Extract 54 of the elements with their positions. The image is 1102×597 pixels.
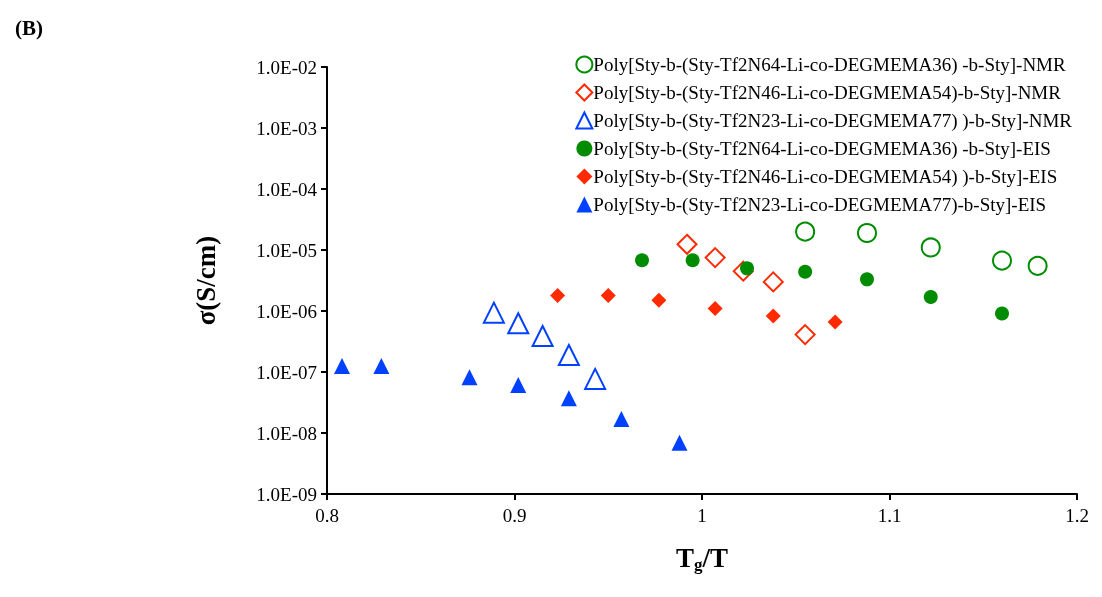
point (635, 253, 649, 268)
y-tick-label: 1.0E-09 (256, 483, 317, 505)
point (992, 250, 1012, 271)
y-tick-label: 1.0E-04 (256, 178, 318, 200)
y-tick-label: 1.0E-06 (256, 300, 317, 322)
point (373, 357, 390, 374)
point (827, 314, 843, 330)
point (704, 247, 726, 269)
point (531, 324, 554, 347)
legend-label: Poly[Sty-b-(Sty-Tf2N23-Li-co-DEGMEMA77) )-b-Sty]-NMR (593, 110, 1073, 132)
point (550, 287, 566, 303)
legend-label: Poly[Sty-b-(Sty-Tf2N23-Li-co-DEGMEMA77)-b-Sty]-EIS (593, 194, 1047, 216)
y-tick-label: 1.0E-07 (256, 361, 317, 383)
x-tick-label: 0.9 (502, 505, 527, 526)
point (995, 306, 1009, 321)
point (613, 410, 630, 427)
point (707, 300, 723, 316)
y-tick-label: 1.0E-03 (256, 117, 317, 139)
point (923, 289, 938, 304)
point (557, 344, 580, 366)
point (676, 233, 698, 255)
legend-label: Poly[Sty-b-(Sty-Tf2N64-Li-co-DEGMEMA36) -b-Sty]-NMR (593, 54, 1066, 76)
point (507, 312, 530, 335)
point (794, 324, 816, 346)
legend-label: Poly[Sty-b-(Sty-Tf2N46-Li-co-DEGMEMA54)-b-Sty]-NMR (593, 82, 1062, 104)
y-tick-label: 1.0E-08 (256, 422, 317, 444)
x-tick-label: 1.1 (877, 505, 902, 526)
point (857, 223, 877, 243)
point (1027, 255, 1048, 276)
x-tick-label: 1 (697, 505, 707, 526)
point (795, 221, 816, 242)
x-tick-label: 0.8 (315, 505, 339, 526)
legend-label: Poly[Sty-b-(Sty-Tf2N64-Li-co-DEGMEMA36) -b-Sty]-EIS (593, 138, 1051, 160)
point (765, 308, 781, 324)
y-tick-label: 1.0E-05 (256, 239, 317, 261)
point (860, 272, 874, 287)
y-axis-title: σ(S/cm) (190, 235, 221, 326)
point (685, 253, 700, 268)
point (798, 264, 813, 279)
point (600, 287, 616, 303)
point (334, 357, 350, 374)
point (584, 367, 607, 390)
legend-label: Poly[Sty-b-(Sty-Tf2N46-Li-co-DEGMEMA54) )-b-Sty]-EIS (593, 166, 1058, 188)
x-tick-label: 1.2 (1065, 505, 1089, 526)
point (482, 301, 505, 324)
text: (B) (15, 15, 43, 40)
point (671, 434, 688, 451)
point (510, 377, 527, 394)
point (920, 237, 941, 258)
point (461, 369, 478, 386)
y-tick-label: 1.0E-02 (256, 56, 317, 78)
point (762, 271, 784, 293)
point (651, 292, 667, 308)
point (560, 390, 577, 407)
